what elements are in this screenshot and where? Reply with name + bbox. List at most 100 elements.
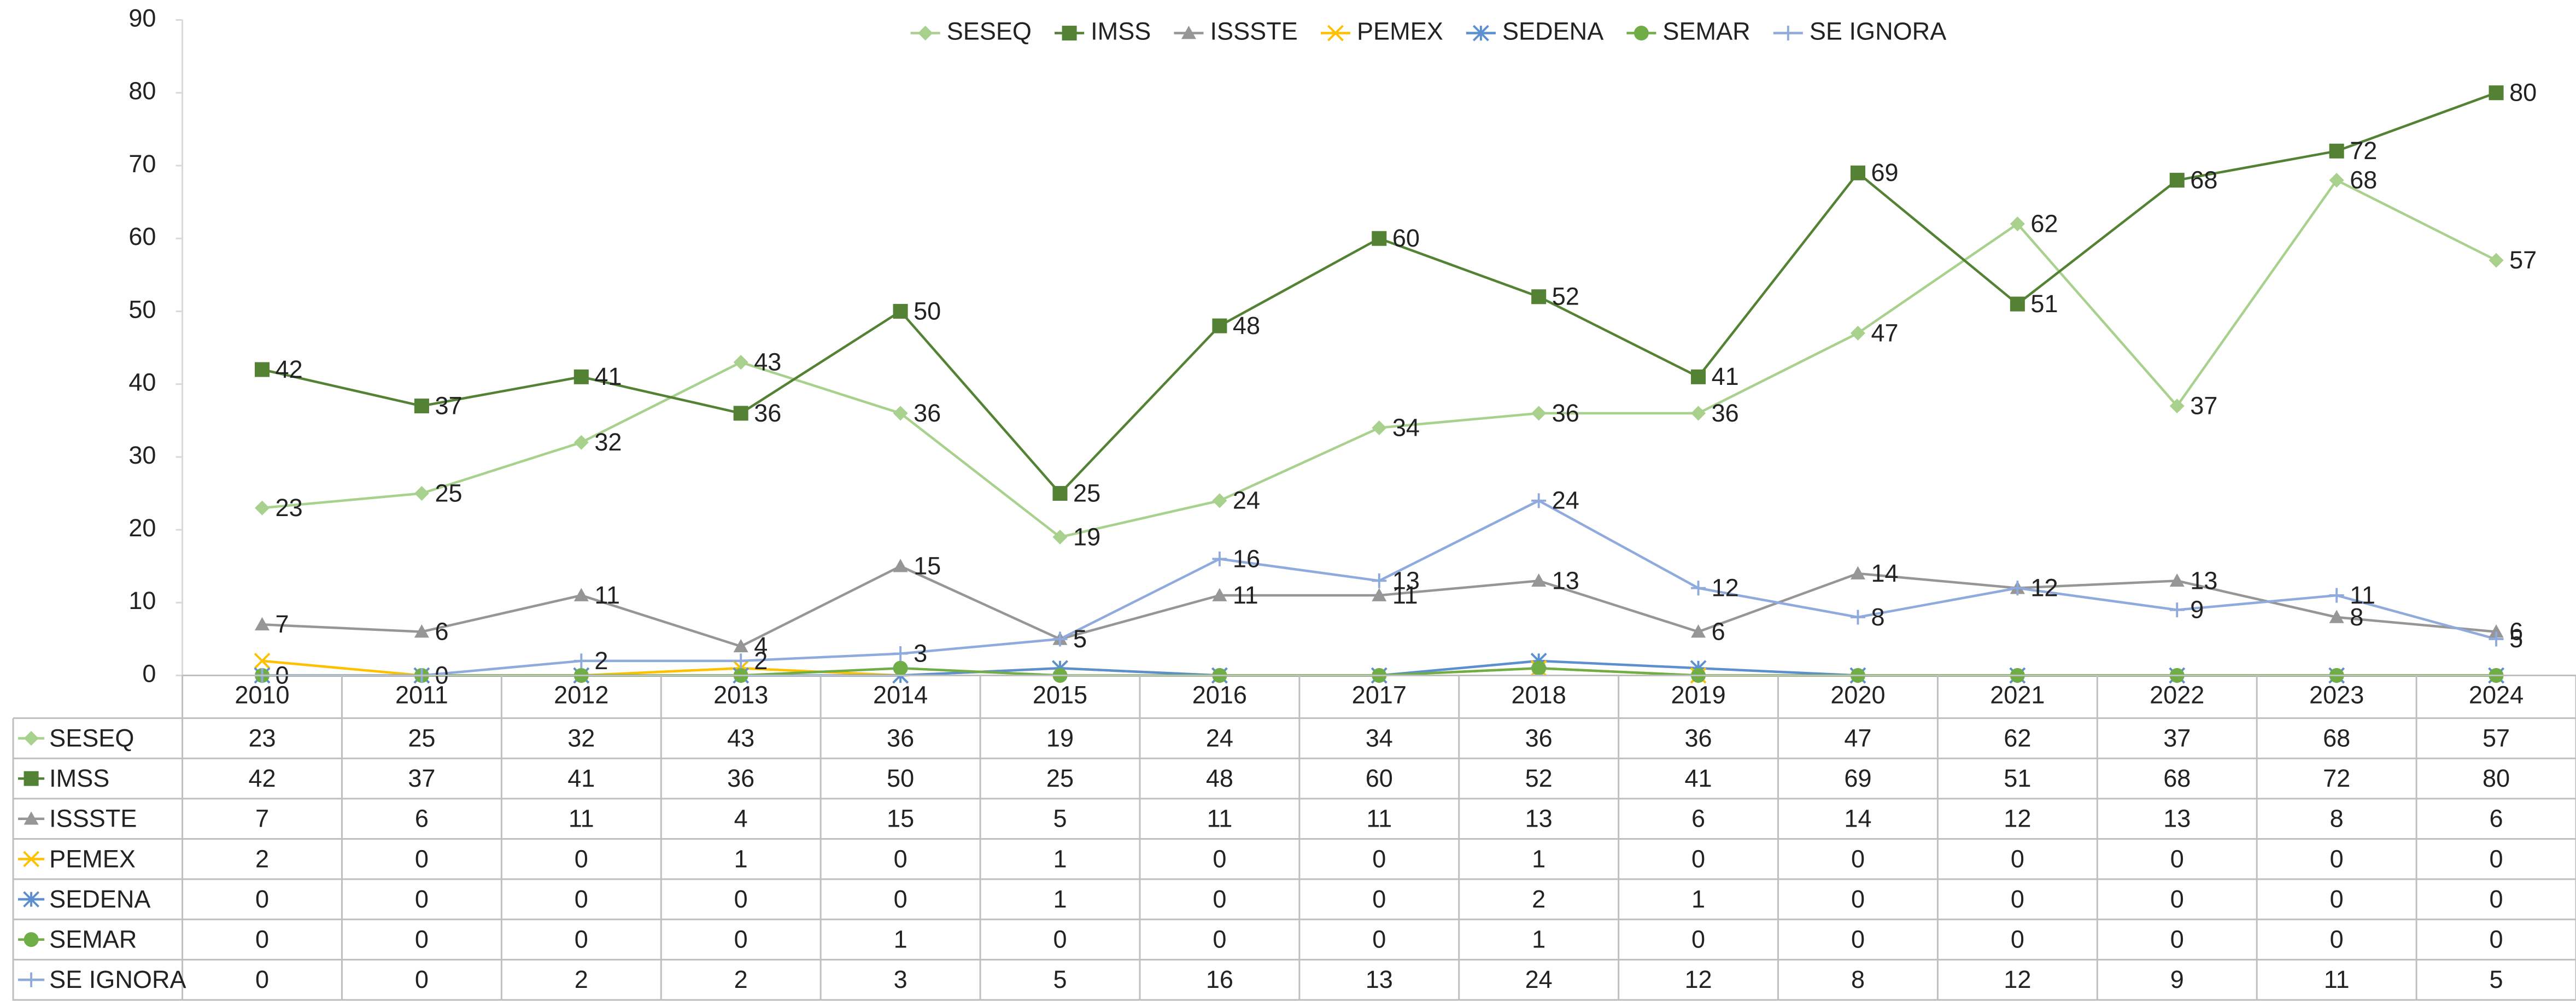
marker — [1691, 406, 1706, 421]
legend-label: SE IGNORA — [1810, 17, 1946, 45]
table-cell: 6 — [2490, 805, 2503, 833]
table-cell: 12 — [2004, 805, 2031, 833]
marker — [1052, 485, 1068, 501]
table-cell: 0 — [1053, 926, 1067, 953]
marker — [573, 653, 589, 669]
table-cell: 5 — [1053, 965, 1067, 993]
x-tick-label: 2017 — [1352, 681, 1407, 709]
x-tick-label: 2019 — [1671, 681, 1725, 709]
marker — [24, 811, 39, 825]
data-label: 6 — [435, 618, 448, 646]
x-tick-label: 2020 — [1830, 681, 1885, 709]
data-label: 24 — [1552, 487, 1579, 514]
table-cell: 24 — [1525, 965, 1553, 993]
marker — [733, 406, 748, 421]
table-cell: 8 — [1851, 965, 1865, 993]
table-cell: 13 — [1366, 965, 1393, 993]
data-label: 2 — [754, 647, 768, 675]
x-tick-label: 2011 — [395, 681, 448, 709]
x-tick-label: 2022 — [2150, 681, 2204, 709]
legend-item: SEDENA — [1466, 17, 1603, 45]
data-label: 4 — [754, 632, 768, 660]
table-cell: 0 — [2011, 885, 2024, 913]
table-cell: 0 — [894, 885, 908, 913]
marker — [254, 617, 270, 631]
marker — [23, 851, 40, 868]
table-cell: 36 — [1525, 724, 1553, 752]
table-cell: 13 — [2163, 805, 2191, 833]
table-cell: 52 — [1525, 764, 1553, 792]
marker — [573, 369, 589, 384]
table-cell: 1 — [1053, 845, 1067, 873]
table-cell: 3 — [894, 965, 908, 993]
table-cell: 48 — [1206, 764, 1233, 792]
marker — [893, 646, 908, 662]
marker — [2489, 631, 2504, 647]
marker — [1212, 588, 1227, 601]
data-label: 12 — [2030, 574, 2058, 602]
table-cell: 37 — [2163, 724, 2191, 752]
table-cell: 8 — [2330, 805, 2344, 833]
table-cell: 0 — [1372, 885, 1386, 913]
data-label: 15 — [914, 552, 941, 580]
table-cell: 42 — [248, 764, 276, 792]
table-cell: 0 — [415, 926, 429, 953]
data-label: 25 — [435, 479, 462, 507]
marker — [1850, 165, 1865, 180]
marker — [254, 362, 270, 377]
table-cell: 0 — [2490, 885, 2503, 913]
table-cell: 9 — [2170, 965, 2184, 993]
table-cell: 0 — [2011, 845, 2024, 873]
table-cell: 0 — [2330, 926, 2344, 953]
marker — [1850, 610, 1865, 625]
data-label: 5 — [2509, 625, 2523, 653]
marker — [1062, 26, 1077, 41]
marker — [1634, 26, 1649, 41]
table-row-header: ISSSTE — [49, 805, 137, 833]
table-cell: 0 — [255, 885, 269, 913]
data-label: 23 — [276, 494, 303, 522]
data-label: 13 — [1392, 566, 1420, 594]
marker — [1850, 566, 1865, 579]
marker — [2489, 253, 2504, 268]
data-label: 52 — [1552, 283, 1579, 311]
table-cell: 0 — [575, 845, 588, 873]
table-cell: 1 — [1053, 885, 1067, 913]
marker — [1372, 420, 1387, 436]
data-label: 3 — [914, 639, 927, 667]
data-label: 16 — [1233, 545, 1260, 572]
data-label: 80 — [2509, 79, 2537, 107]
marker — [2329, 588, 2344, 603]
marker — [2489, 85, 2504, 101]
x-tick-label: 2013 — [713, 681, 768, 709]
marker — [2010, 216, 2025, 232]
table-row-header: SESEQ — [49, 724, 134, 752]
marker — [918, 26, 933, 41]
data-label: 36 — [914, 399, 941, 427]
marker — [2329, 143, 2344, 159]
y-tick-label: 70 — [128, 150, 156, 178]
marker — [893, 660, 908, 676]
table-cell: 0 — [2330, 845, 2344, 873]
table-cell: 0 — [2170, 926, 2184, 953]
marker — [414, 485, 429, 501]
table-cell: 32 — [567, 724, 595, 752]
table-cell: 36 — [1685, 724, 1712, 752]
table-cell: 51 — [2004, 764, 2031, 792]
table-cell: 23 — [248, 724, 276, 752]
data-label: 62 — [2030, 209, 2058, 237]
marker — [1691, 369, 1706, 384]
marker — [1850, 325, 1865, 341]
data-label: 34 — [1392, 413, 1420, 441]
marker — [1531, 493, 1547, 508]
data-label: 19 — [1073, 523, 1100, 551]
y-tick-label: 10 — [128, 587, 156, 614]
table-cell: 5 — [1053, 805, 1067, 833]
marker — [893, 303, 908, 319]
data-label: 5 — [1073, 625, 1087, 653]
marker — [24, 771, 39, 786]
marker — [1052, 529, 1068, 545]
table-cell: 0 — [2490, 845, 2503, 873]
data-label: 48 — [1233, 312, 1260, 339]
table-cell: 5 — [2490, 965, 2503, 993]
